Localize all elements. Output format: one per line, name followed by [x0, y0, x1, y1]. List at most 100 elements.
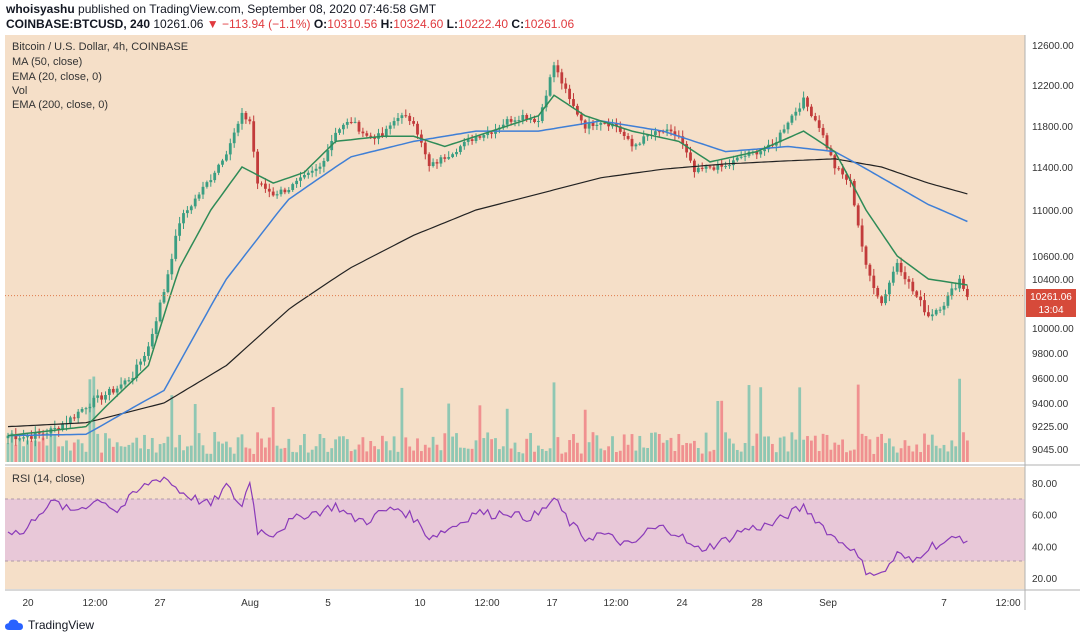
volume-bar: [84, 451, 88, 462]
volume-bar: [384, 441, 388, 462]
volume-bar: [599, 448, 603, 462]
volume-bar: [587, 442, 591, 462]
candle-body: [37, 432, 41, 434]
volume-bar: [895, 452, 899, 462]
volume-bar: [174, 447, 178, 462]
volume-bar: [139, 448, 142, 462]
volume-bar: [821, 433, 825, 462]
candle-body: [568, 88, 571, 100]
time-tick-label: 28: [751, 598, 763, 609]
volume-bar: [217, 441, 220, 462]
volume-bar: [817, 451, 821, 462]
candle-body: [478, 136, 482, 138]
candles: [6, 59, 969, 447]
candle-body: [283, 189, 287, 193]
volume-bar: [14, 444, 18, 462]
volume-bar: [685, 442, 688, 462]
candle-body: [654, 131, 657, 135]
candle-body: [728, 165, 731, 167]
volume-bar: [907, 445, 911, 462]
volume-bar: [923, 433, 926, 462]
candle-body: [521, 114, 525, 121]
volume-bar: [244, 447, 248, 462]
candle-body: [946, 295, 950, 306]
candle-body: [529, 118, 532, 120]
volume-bar: [65, 440, 68, 462]
volume-bar: [630, 434, 634, 462]
volume-bar: [291, 451, 295, 462]
volume-bar: [595, 435, 599, 462]
volume-bar: [462, 447, 466, 462]
candle-body: [872, 275, 876, 288]
volume-bar: [946, 451, 950, 462]
candle-body: [459, 146, 462, 153]
candle-body: [599, 122, 603, 125]
candle-body: [470, 139, 474, 141]
candle-body: [708, 166, 712, 168]
symbol: COINBASE:BTCUSD, 240: [6, 17, 151, 31]
volume-bar: [852, 449, 856, 462]
volume-bar: [712, 449, 716, 462]
footer-brand[interactable]: TradingView: [28, 618, 95, 632]
volume-bar: [735, 449, 739, 462]
volume-bar: [849, 450, 852, 462]
candle-body: [915, 291, 919, 297]
volume-bar: [786, 451, 790, 462]
candle-body: [186, 210, 189, 214]
candle-body: [821, 127, 825, 136]
candle-body: [6, 435, 10, 439]
volume-bar: [213, 432, 217, 462]
candle-body: [482, 135, 486, 138]
volume-bar: [891, 446, 895, 462]
volume-bar: [76, 439, 80, 462]
volume-bar: [170, 395, 174, 462]
candle-body: [189, 206, 193, 211]
publish-info: whoisyashu published on TradingView.com,…: [6, 2, 436, 16]
price-tag: [1026, 289, 1076, 317]
rsi-tick-label: 40.00: [1032, 542, 1057, 553]
volume-bar: [552, 382, 556, 462]
candle-body: [139, 361, 142, 365]
time-axis-ticks: 20 12:00 27 Aug 5 10 12:00 17 12:00 24 28 Sep 7 12:00: [22, 598, 1021, 609]
volume-bar: [474, 440, 478, 462]
candle-body: [513, 120, 517, 122]
candle-body: [638, 143, 642, 145]
candle-body: [626, 136, 630, 139]
candle-body: [349, 121, 353, 123]
volume-bar: [622, 434, 626, 462]
volume-bar: [564, 452, 568, 462]
price-tick-label: 9800.00: [1032, 349, 1069, 360]
close-label: C:: [511, 17, 525, 31]
candle-body: [287, 189, 291, 193]
candle-body: [392, 121, 396, 126]
volume-bar: [572, 434, 575, 462]
candle-body: [388, 125, 392, 129]
candle-body: [22, 437, 25, 439]
volume-bar: [576, 442, 579, 462]
candle-body: [950, 288, 954, 296]
candle-body: [318, 166, 322, 169]
candle-body: [455, 152, 458, 155]
candle-body: [564, 83, 568, 89]
candle-body: [884, 294, 887, 304]
candle-body: [314, 168, 318, 171]
volume-bar: [431, 436, 435, 462]
volume-bar: [135, 437, 139, 462]
volume-bar: [966, 440, 969, 462]
candle-body: [205, 182, 209, 187]
candle-body: [587, 122, 591, 129]
volume-bar: [529, 433, 532, 462]
volume-bar: [763, 436, 766, 462]
candle-body: [72, 417, 76, 419]
time-tick-label: 10: [414, 598, 426, 609]
candle-body: [53, 427, 57, 429]
candle-body: [170, 258, 174, 275]
time-tick-label: 12:00: [995, 598, 1020, 609]
publisher-name[interactable]: whoisyashu: [6, 2, 75, 16]
candle-body: [755, 151, 759, 155]
volume-bar: [665, 440, 669, 462]
candle-body: [236, 123, 240, 133]
candle-body: [412, 121, 415, 124]
candle-body: [108, 388, 111, 395]
